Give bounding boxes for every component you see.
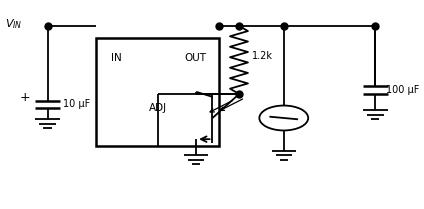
- Text: 1.2k: 1.2k: [252, 51, 273, 61]
- Text: IN: IN: [111, 53, 121, 63]
- Text: $V_{IN}$: $V_{IN}$: [5, 18, 22, 32]
- Text: +: +: [20, 91, 31, 104]
- Text: OUT: OUT: [184, 53, 206, 63]
- Bar: [96, 38, 219, 146]
- Text: 100 μF: 100 μF: [385, 85, 419, 95]
- Text: ADJ: ADJ: [148, 103, 167, 113]
- Text: 10 μF: 10 μF: [63, 99, 90, 110]
